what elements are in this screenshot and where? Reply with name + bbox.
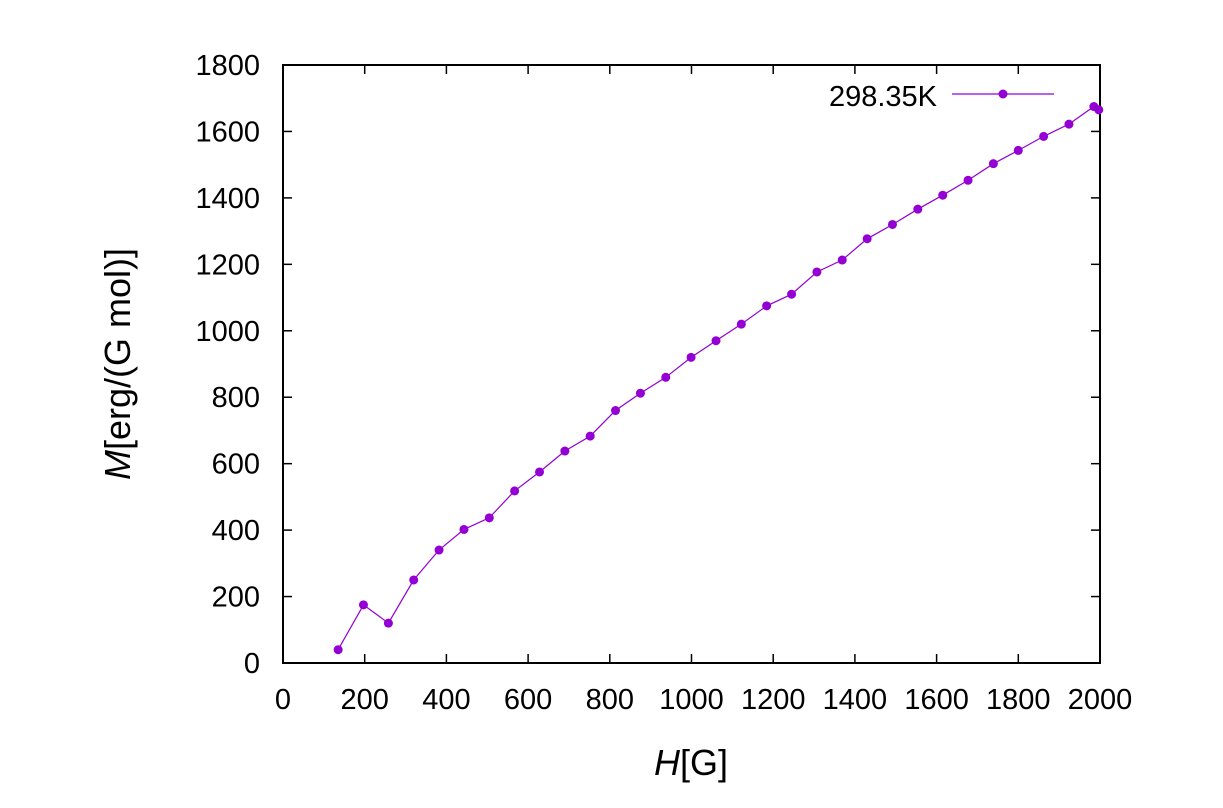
data-point — [484, 513, 494, 523]
data-point — [837, 255, 847, 265]
axis-ticks — [282, 64, 1101, 664]
data-point — [711, 336, 721, 346]
y-tick-label: 1600 — [195, 116, 260, 148]
data-point — [358, 600, 368, 610]
y-tick-label: 600 — [212, 449, 260, 481]
data-point — [635, 388, 645, 398]
y-tick-labels: 0 200 400 600 800 1000 1200 1400 1600 1800 — [195, 50, 260, 680]
y-tick-label: 1200 — [195, 249, 260, 281]
data-point — [535, 467, 545, 477]
y-tick-label: 1400 — [195, 183, 260, 215]
data-point — [333, 645, 343, 655]
x-tick-label: 1200 — [741, 684, 806, 716]
data-point — [1013, 145, 1023, 155]
legend-marker — [998, 89, 1008, 99]
data-point — [611, 406, 621, 416]
x-tick-labels: 0 200 400 600 800 1000 1200 1400 1600 1800 2000 — [275, 684, 1132, 716]
x-tick-label: 2000 — [1068, 684, 1133, 716]
data-point — [434, 545, 444, 555]
data-point — [736, 319, 746, 329]
x-tick-label: 0 — [275, 684, 291, 716]
data-point — [510, 486, 520, 496]
y-tick-label: 0 — [244, 648, 260, 680]
data-point — [560, 446, 570, 456]
y-axis-label: M[erg/(G mol)] — [97, 248, 138, 480]
data-point — [862, 234, 872, 244]
x-tick-label: 1800 — [986, 684, 1051, 716]
data-point — [762, 301, 772, 311]
data-point — [1064, 119, 1074, 129]
data-point — [383, 618, 393, 628]
x-axis-label: H[G] — [654, 742, 728, 783]
x-tick-label: 600 — [504, 684, 552, 716]
data-point — [661, 372, 671, 382]
data-point — [686, 352, 696, 362]
data-point — [887, 219, 897, 229]
y-tick-label: 400 — [212, 515, 260, 547]
y-tick-label: 200 — [212, 582, 260, 614]
plot-frame — [282, 64, 1101, 664]
data-point — [1094, 105, 1104, 115]
x-tick-label: 1000 — [659, 684, 724, 716]
y-tick-label: 800 — [212, 382, 260, 414]
data-point — [1039, 131, 1049, 141]
x-tick-label: 200 — [341, 684, 389, 716]
x-tick-label: 400 — [422, 684, 470, 716]
series-layer — [333, 102, 1104, 655]
x-tick-label: 1400 — [823, 684, 888, 716]
y-tick-label: 1800 — [195, 50, 260, 82]
data-point — [409, 575, 419, 585]
data-point — [938, 190, 948, 200]
series-line — [337, 105, 1100, 650]
data-point — [913, 204, 923, 214]
data-point — [988, 159, 998, 169]
x-tick-label: 1600 — [904, 684, 969, 716]
legend-label: 298.35K — [829, 81, 938, 113]
data-point — [585, 431, 595, 441]
data-point — [812, 267, 822, 277]
x-tick-label: 800 — [586, 684, 634, 716]
data-point — [787, 289, 797, 299]
legend: 298.35K — [829, 81, 1054, 113]
data-point — [963, 175, 973, 185]
data-point — [459, 524, 469, 534]
y-tick-label: 1000 — [195, 316, 260, 348]
